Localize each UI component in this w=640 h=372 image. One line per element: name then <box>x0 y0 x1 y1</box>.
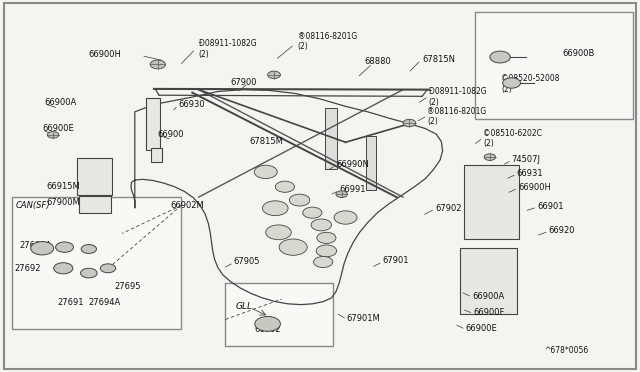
Bar <box>325 108 337 169</box>
Circle shape <box>311 219 332 231</box>
Text: ©08510-6202C
(2): ©08510-6202C (2) <box>483 129 542 148</box>
Text: Ð08911-1082G
(2): Ð08911-1082G (2) <box>429 87 486 107</box>
Bar <box>461 248 516 314</box>
Text: 27692A: 27692A <box>20 241 52 250</box>
Text: 66990N: 66990N <box>336 160 369 169</box>
Text: 66900H: 66900H <box>518 183 551 192</box>
Text: 74507J: 74507J <box>511 155 541 164</box>
Circle shape <box>275 181 294 192</box>
Text: 66900F: 66900F <box>473 308 505 317</box>
Circle shape <box>54 263 73 274</box>
Text: 67905: 67905 <box>234 257 260 266</box>
Circle shape <box>303 207 322 218</box>
Circle shape <box>314 256 333 267</box>
Text: 68880: 68880 <box>365 57 392 66</box>
Circle shape <box>255 317 280 331</box>
Text: 66900A: 66900A <box>472 292 504 301</box>
Text: 66900H: 66900H <box>88 50 121 59</box>
Text: 66930: 66930 <box>178 100 205 109</box>
Circle shape <box>254 165 277 179</box>
Circle shape <box>316 245 337 257</box>
Bar <box>79 196 111 213</box>
Text: 27694A: 27694A <box>89 298 121 307</box>
Circle shape <box>317 232 336 243</box>
Text: 66902: 66902 <box>254 325 281 334</box>
Text: 66915M: 66915M <box>47 182 81 191</box>
Bar <box>12 197 181 329</box>
Circle shape <box>334 211 357 224</box>
Circle shape <box>490 51 510 63</box>
Bar <box>147 98 161 150</box>
Text: Ð08911-1082G
(2): Ð08911-1082G (2) <box>198 39 256 58</box>
Text: 67900M: 67900M <box>47 198 81 207</box>
Text: 66900E: 66900E <box>466 324 497 333</box>
Circle shape <box>268 71 280 78</box>
Text: ©08520-52008
(2): ©08520-52008 (2) <box>501 74 560 94</box>
Circle shape <box>403 119 416 127</box>
Bar <box>151 148 163 162</box>
Text: 66900A: 66900A <box>44 98 76 107</box>
Text: 66991: 66991 <box>339 185 365 194</box>
Bar <box>77 158 113 195</box>
Text: 66900: 66900 <box>157 129 184 139</box>
Text: 67902: 67902 <box>435 204 461 213</box>
Text: 27691: 27691 <box>57 298 83 307</box>
Circle shape <box>31 241 54 255</box>
Circle shape <box>279 239 307 255</box>
Text: 66900E: 66900E <box>42 124 74 133</box>
Text: ®08116-8201G
(2): ®08116-8201G (2) <box>428 107 486 126</box>
Text: ®08116-8201G
(2): ®08116-8201G (2) <box>298 32 357 51</box>
Circle shape <box>484 154 495 160</box>
Text: 66902M: 66902M <box>170 201 204 210</box>
Text: 27692: 27692 <box>15 264 41 273</box>
Text: 66900B: 66900B <box>563 49 595 58</box>
Circle shape <box>56 242 74 252</box>
Bar <box>225 283 333 346</box>
Text: 67901M: 67901M <box>347 314 381 323</box>
Text: CAN(SF): CAN(SF) <box>16 201 51 210</box>
Circle shape <box>81 268 97 278</box>
Text: 67901: 67901 <box>383 256 409 265</box>
Circle shape <box>502 78 520 88</box>
Circle shape <box>81 244 97 253</box>
Text: 66931: 66931 <box>516 169 543 178</box>
Text: GLL: GLL <box>236 302 253 311</box>
Text: ^678*0056: ^678*0056 <box>544 346 588 355</box>
Text: 67900: 67900 <box>230 78 257 87</box>
Bar <box>474 12 633 119</box>
Circle shape <box>336 191 348 198</box>
Text: 27695: 27695 <box>115 282 141 291</box>
Text: 66901: 66901 <box>537 202 564 211</box>
Bar <box>465 164 518 238</box>
Circle shape <box>47 132 59 138</box>
Text: 67815N: 67815N <box>422 55 455 64</box>
Circle shape <box>266 225 291 240</box>
Bar <box>366 136 376 190</box>
Circle shape <box>100 264 116 273</box>
Text: 66920: 66920 <box>548 226 575 235</box>
Circle shape <box>289 194 310 206</box>
Text: 67815M: 67815M <box>250 137 284 146</box>
Circle shape <box>262 201 288 216</box>
Circle shape <box>150 60 166 69</box>
